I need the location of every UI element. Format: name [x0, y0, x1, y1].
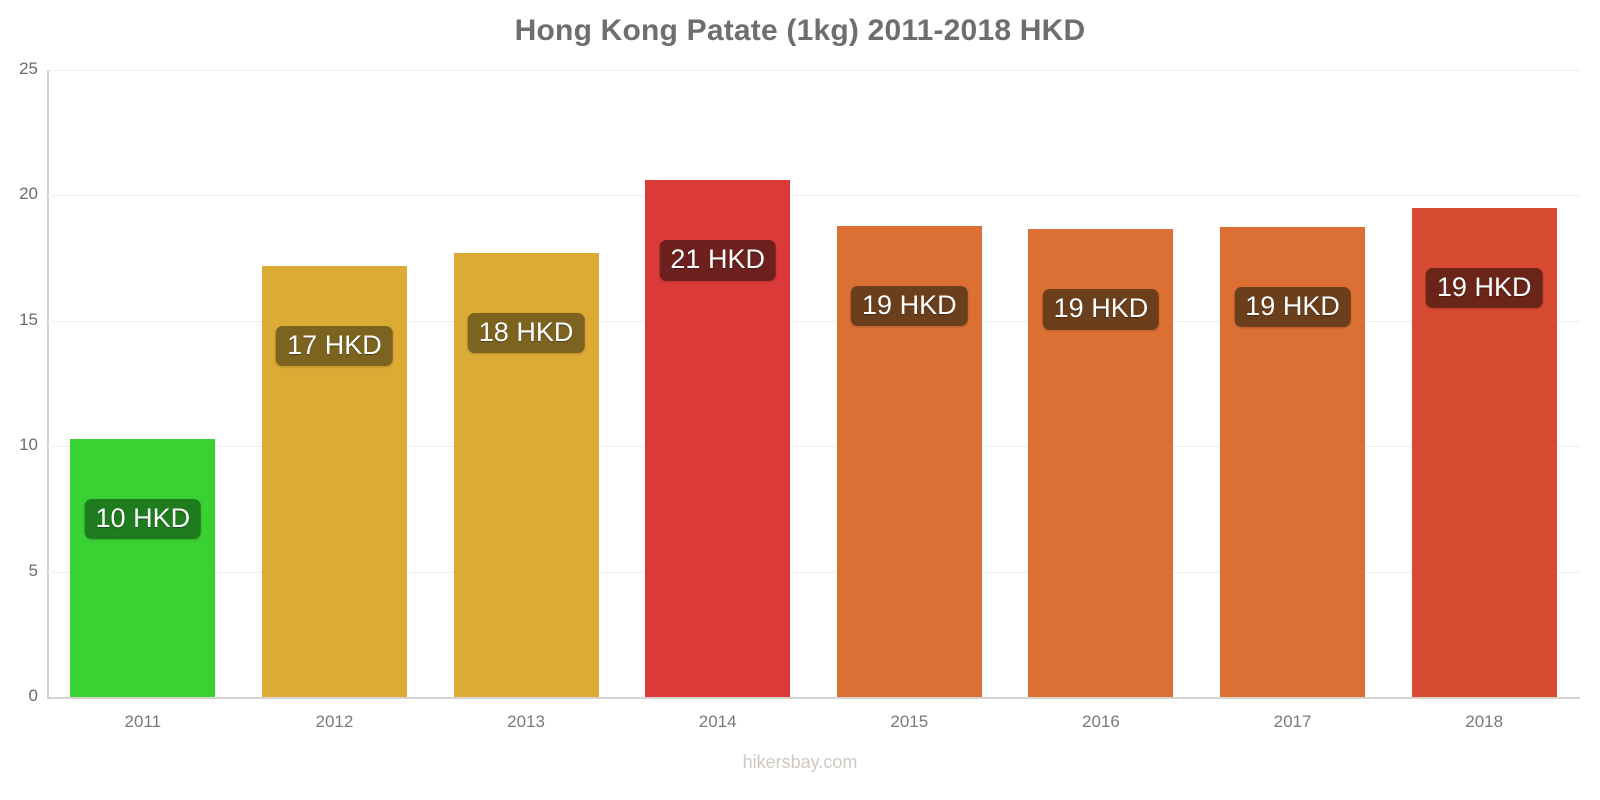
y-axis-tick-label: 10 — [19, 435, 38, 455]
y-axis-tick-label: 25 — [19, 59, 38, 78]
y-axis-tick-label: 5 — [28, 560, 38, 580]
bar-value-label: 19 HKD — [1234, 286, 1351, 328]
x-axis-tick-label: 2015 — [890, 712, 929, 731]
bar-fill — [70, 438, 216, 697]
gridline — [47, 70, 1580, 71]
gridline — [47, 571, 1580, 573]
x-axis-tick-label: 2018 — [1465, 712, 1504, 731]
y-axis-tick-label: 15 — [19, 309, 38, 329]
x-axis-tick-label: 2013 — [507, 712, 545, 731]
bar-value-label: 17 HKD — [276, 325, 393, 366]
bar-2013[interactable]: 18 HKD — [453, 253, 599, 697]
gridline — [47, 320, 1580, 322]
bar-value-label: 19 HKD — [1042, 289, 1160, 330]
bar-2011[interactable]: 10 HKD — [70, 438, 216, 697]
bar-2012[interactable]: 17 HKD — [261, 265, 407, 697]
y-axis-line — [47, 70, 49, 698]
gridline — [47, 697, 1580, 698]
x-axis-tick-label: 2011 — [124, 712, 162, 731]
bar-value-label: 19 HKD — [851, 285, 968, 326]
y-axis-tick-label: 20 — [19, 184, 38, 204]
plot-area: 10 HKD 17 HKD 18 HKD 21 HKD 19 HKD 19 HKD 19 H… — [47, 70, 1580, 698]
chart-title: Hong Kong Patate (1kg) 2011-2018 HKD — [514, 14, 1086, 47]
bar-value-label: 21 HKD — [659, 240, 776, 281]
x-axis-tick-label: 2017 — [1273, 712, 1312, 731]
bar-2014[interactable]: 21 HKD — [645, 180, 791, 697]
y-axis-tick-label: 0 — [28, 686, 38, 705]
y-axis-tick-labels: 0 5 10 15 20 25 — [0, 0, 40, 800]
bar-2015[interactable]: 19 HKD — [836, 225, 982, 697]
x-axis-tick-label: 2014 — [698, 712, 737, 731]
footer-credit: hikersbay.com — [742, 752, 858, 772]
x-axis-line — [47, 697, 1580, 699]
bar-value-label: 18 HKD — [467, 313, 585, 354]
gridline — [47, 195, 1580, 197]
bar-value-label: 10 HKD — [84, 498, 202, 540]
bar-2018[interactable]: 19 HKD — [1411, 207, 1557, 697]
bar-2016[interactable]: 19 HKD — [1028, 229, 1174, 697]
gridline — [47, 446, 1580, 448]
x-axis-tick-label: 2016 — [1082, 712, 1120, 731]
bar-value-label: 19 HKD — [1425, 267, 1543, 309]
bar-2017[interactable]: 19 HKD — [1220, 226, 1366, 697]
x-axis-tick-label: 2012 — [315, 712, 354, 731]
